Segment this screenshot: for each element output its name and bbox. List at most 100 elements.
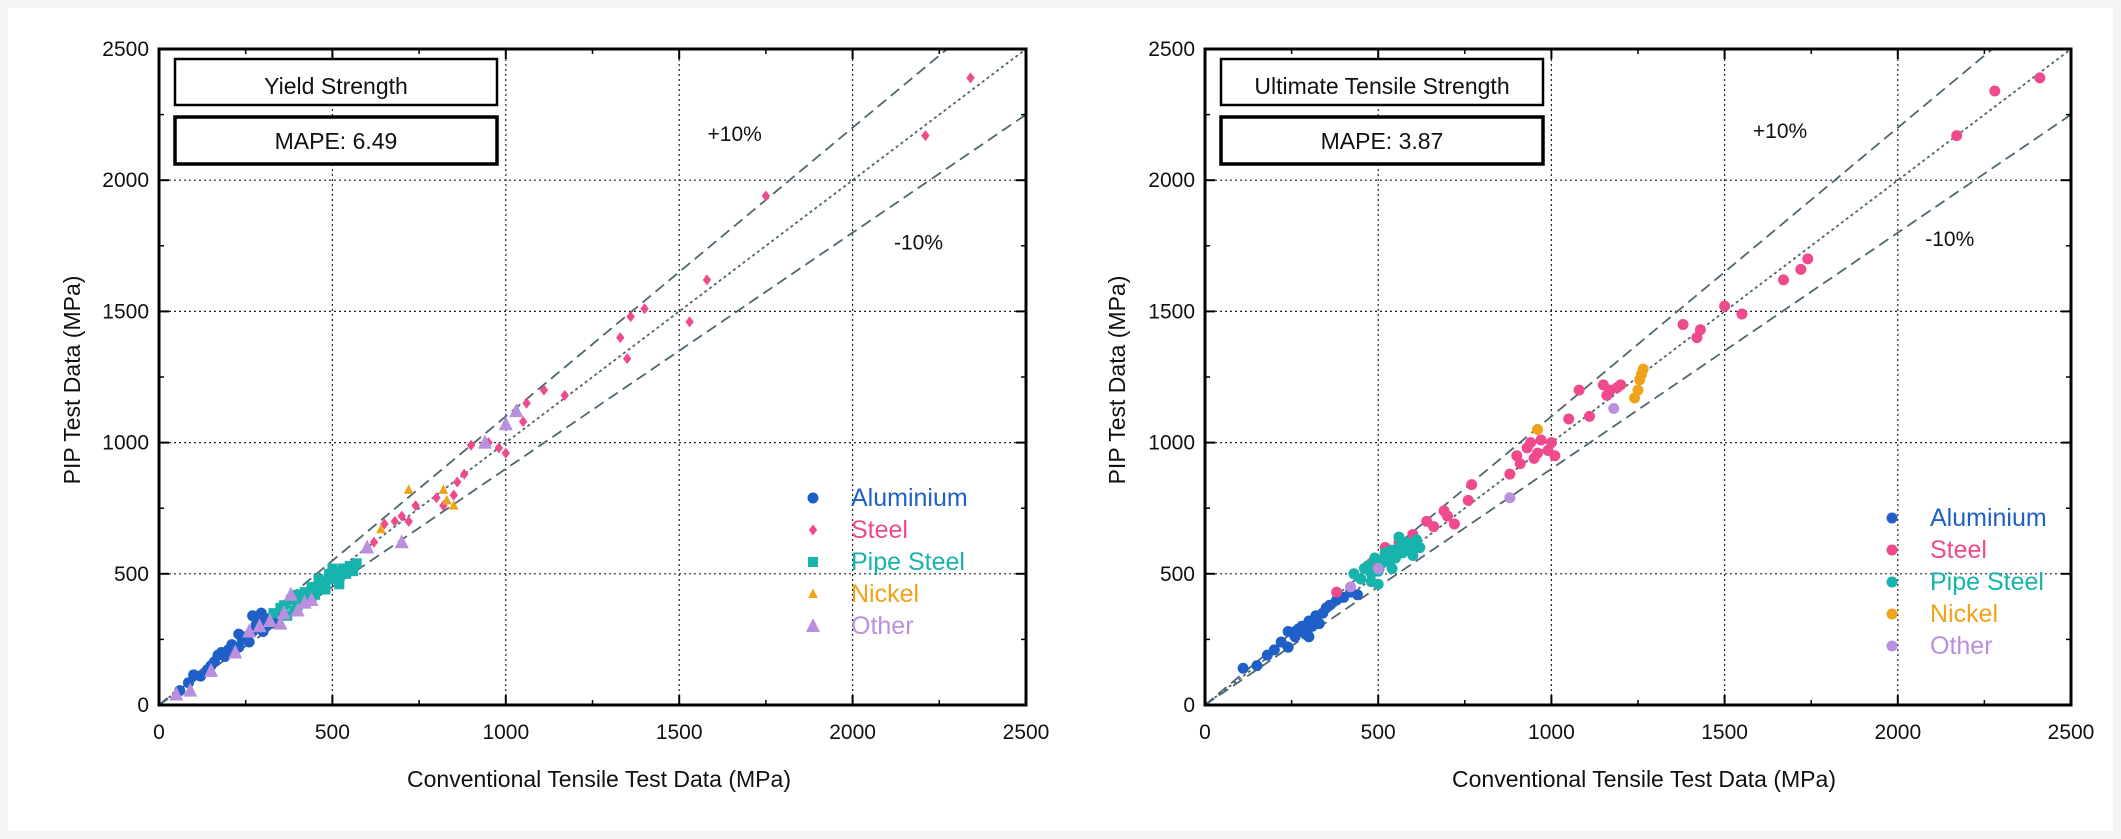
- y-tick-label: 1500: [102, 300, 149, 323]
- point-steel: [404, 515, 413, 527]
- point-other: [169, 686, 184, 701]
- point-steel: [626, 311, 635, 323]
- point-pipe-steel: [327, 563, 338, 574]
- point-steel: [1545, 437, 1557, 449]
- point-steel: [2034, 72, 2046, 84]
- point-aluminium: [1282, 641, 1294, 653]
- reference-line: [1204, 113, 2072, 706]
- legend: Aluminium Steel Pipe Steel Nickel Other: [806, 484, 968, 640]
- x-tick-label: 2500: [2048, 721, 2095, 744]
- point-pipe-steel: [1393, 531, 1405, 543]
- point-pipe-steel: [313, 574, 324, 585]
- legend-marker-other: [806, 618, 820, 632]
- point-nickel: [1632, 384, 1644, 396]
- point-pipe-steel: [320, 579, 331, 590]
- point-steel: [640, 303, 649, 315]
- legend-marker-steel: [808, 524, 818, 536]
- y-tick-label: 1000: [1148, 432, 1195, 455]
- point-other: [1372, 563, 1384, 575]
- point-steel: [1989, 85, 2001, 97]
- point-pipe-steel: [337, 563, 348, 574]
- legend-marker-pipe-steel: [1886, 576, 1898, 588]
- point-aluminium: [215, 647, 227, 659]
- tick-labels: 0 500 1000 1500 2000 2500 0 500 1000 1500 2000 2500: [1148, 38, 2094, 744]
- minus-10-percent-label: -10%: [1925, 228, 1974, 251]
- point-other: [183, 682, 198, 697]
- point-steel: [921, 130, 930, 142]
- legend-label-pipe-steel: Pipe Steel: [851, 548, 965, 576]
- title-box: [173, 57, 499, 107]
- legend-marker-steel: [1886, 544, 1898, 556]
- point-steel: [1549, 450, 1561, 462]
- x-tick-label: 1000: [482, 721, 529, 744]
- point-steel: [1677, 319, 1689, 331]
- grid: [1205, 49, 2071, 705]
- legend-marker-pipe-steel: [808, 557, 818, 567]
- point-steel: [1535, 434, 1547, 446]
- y-tick-label: 500: [1160, 563, 1195, 586]
- point-other: [228, 644, 243, 659]
- y-tick-label: 2000: [1148, 169, 1195, 192]
- point-steel: [966, 72, 975, 84]
- point-nickel: [376, 523, 386, 534]
- legend-marker-other: [1886, 640, 1898, 652]
- point-aluminium: [1303, 631, 1315, 643]
- grid: [159, 49, 1026, 705]
- point-other: [262, 613, 277, 628]
- y-tick-label: 1000: [102, 432, 149, 455]
- legend: Aluminium Steel Pipe Steel Nickel Other: [1886, 504, 2047, 660]
- point-steel: [539, 384, 549, 396]
- legend-marker-nickel: [1886, 608, 1898, 620]
- point-aluminium: [1251, 660, 1263, 672]
- point-steel: [1736, 308, 1748, 320]
- point-steel: [390, 515, 400, 527]
- axis-ticks: [158, 48, 1027, 706]
- point-steel: [1525, 437, 1537, 449]
- yield-strength-panel: Yield Strength MAPE: 6.49 +10% -10% 0 500…: [59, 38, 1049, 792]
- point-aluminium: [195, 670, 207, 682]
- point-steel: [1532, 447, 1544, 459]
- point-other: [1608, 402, 1620, 414]
- point-other: [276, 605, 291, 620]
- point-steel: [518, 416, 528, 428]
- point-aluminium: [1313, 618, 1325, 630]
- point-nickel: [1532, 423, 1544, 435]
- point-pipe-steel: [313, 584, 324, 595]
- legend-marker-nickel: [808, 588, 818, 598]
- point-aluminium: [233, 628, 245, 640]
- point-aluminium: [1282, 626, 1294, 638]
- point-pipe-steel: [334, 579, 345, 590]
- point-other: [273, 615, 288, 630]
- mape-label: MAPE: 3.87: [1321, 128, 1444, 154]
- chart-title: Yield Strength: [264, 73, 408, 99]
- point-steel: [522, 397, 531, 409]
- point-pipe-steel: [341, 568, 352, 579]
- y-tick-label: 2000: [102, 169, 149, 192]
- point-steel: [1951, 130, 1963, 142]
- mape-box: [1219, 115, 1545, 166]
- point-steel: [1428, 521, 1440, 533]
- legend-label-pipe-steel: Pipe Steel: [1930, 568, 2044, 596]
- y-tick-label: 1500: [1148, 300, 1195, 323]
- point-steel: [459, 468, 469, 480]
- point-other: [304, 592, 319, 607]
- legend-label-nickel: Nickel: [1930, 600, 1998, 628]
- point-steel: [1514, 458, 1526, 470]
- plus-10-percent-label: +10%: [1753, 120, 1807, 143]
- minus-10-percent-label: -10%: [894, 232, 943, 255]
- point-steel: [761, 190, 771, 202]
- point-pipe-steel: [344, 560, 355, 571]
- x-tick-label: 2000: [829, 721, 876, 744]
- point-steel: [1331, 586, 1343, 598]
- point-steel: [411, 500, 420, 512]
- point-pipe-steel: [1379, 547, 1391, 559]
- point-pipe-steel: [1414, 542, 1426, 554]
- point-other: [1504, 492, 1516, 504]
- point-steel: [702, 274, 712, 286]
- x-axis-label: Conventional Tensile Test Data (MPa): [407, 766, 791, 792]
- point-steel: [1615, 379, 1627, 391]
- y-axis-label: PIP Test Data (MPa): [59, 276, 85, 485]
- point-steel: [1462, 494, 1474, 506]
- point-other: [290, 602, 305, 617]
